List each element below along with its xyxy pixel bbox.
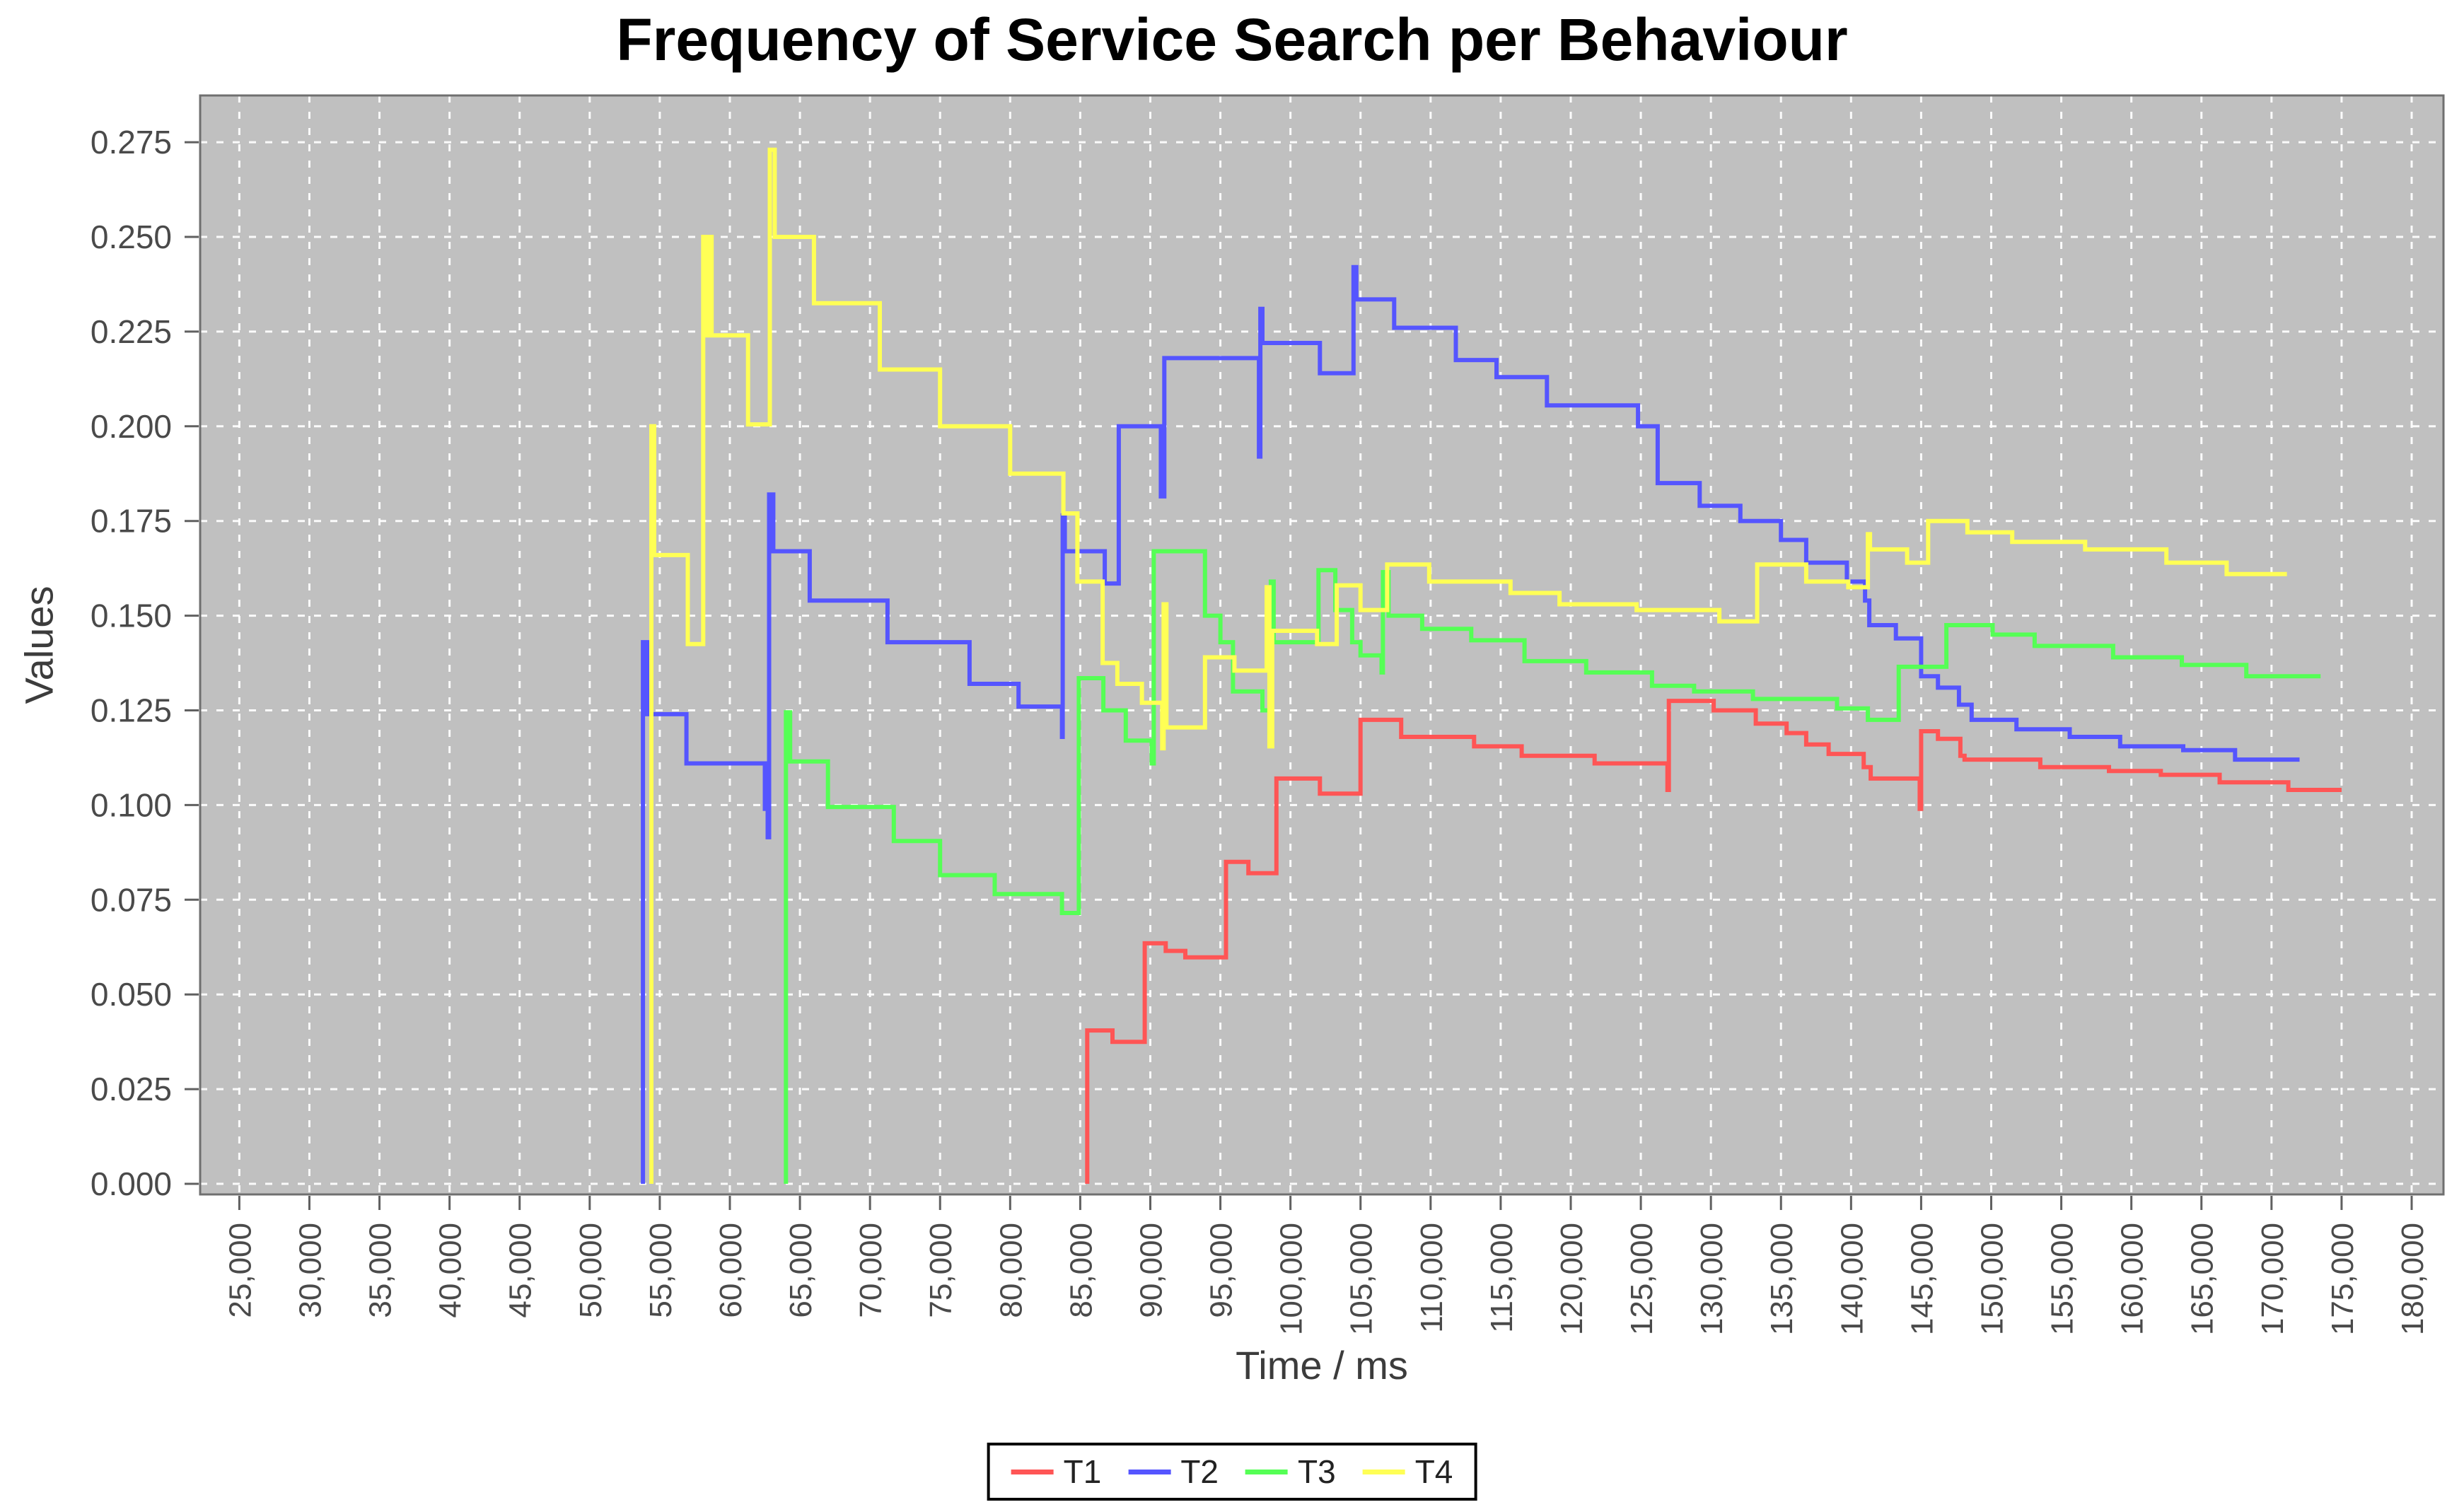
chart-title: Frequency of Service Search per Behaviou… xyxy=(616,6,1848,73)
x-tick-label: 75,000 xyxy=(924,1223,958,1318)
y-tick-label: 0.100 xyxy=(91,786,172,823)
legend-swatch-t4 xyxy=(1362,1469,1405,1474)
legend-swatch-t2 xyxy=(1128,1469,1171,1474)
x-tick-label: 145,000 xyxy=(1905,1223,1939,1335)
y-tick-label: 0.175 xyxy=(91,503,172,540)
x-tick-label: 105,000 xyxy=(1344,1223,1379,1335)
y-axis-ticks: 0.000 0.025 0.050 0.075 0.100 0.125 0.150 0.175… xyxy=(91,124,199,1202)
x-tick-label: 155,000 xyxy=(2045,1223,2080,1335)
series-t2 xyxy=(641,264,2300,1184)
x-tick-label: 115,000 xyxy=(1484,1223,1519,1333)
x-tick-label: 45,000 xyxy=(504,1223,538,1318)
x-tick-label: 80,000 xyxy=(994,1223,1028,1318)
x-axis-title: Time / ms xyxy=(1236,1343,1408,1387)
legend-label-t2: T2 xyxy=(1180,1453,1219,1490)
legend-item-t3: T3 xyxy=(1245,1453,1336,1491)
x-tick-label: 170,000 xyxy=(2255,1223,2290,1335)
y-tick-label: 0.275 xyxy=(91,124,172,161)
legend: T1 T2 T3 T4 xyxy=(987,1443,1477,1501)
legend-item-t2: T2 xyxy=(1128,1453,1219,1491)
x-tick-label: 125,000 xyxy=(1625,1223,1659,1335)
x-tick-label: 180,000 xyxy=(2395,1223,2430,1335)
x-tick-label: 140,000 xyxy=(1835,1223,1869,1335)
legend-item-t4: T4 xyxy=(1362,1453,1453,1491)
x-tick-label: 35,000 xyxy=(364,1223,398,1318)
series-t1 xyxy=(1085,699,2342,1184)
x-tick-label: 70,000 xyxy=(854,1223,888,1318)
x-tick-label: 110,000 xyxy=(1414,1223,1449,1333)
legend-item-t1: T1 xyxy=(1011,1453,1102,1491)
y-tick-label: 0.075 xyxy=(91,881,172,918)
y-tick-label: 0.050 xyxy=(91,976,172,1013)
legend-swatch-t1 xyxy=(1011,1469,1054,1474)
x-tick-label: 120,000 xyxy=(1554,1223,1589,1335)
x-tick-label: 130,000 xyxy=(1695,1223,1729,1335)
y-tick-label: 0.025 xyxy=(91,1071,172,1107)
x-tick-label: 65,000 xyxy=(784,1223,818,1318)
x-axis-ticks: 25,000 30,000 35,000 40,000 45,000 50,000 55,0… xyxy=(223,1196,2430,1335)
x-tick-label: 60,000 xyxy=(714,1223,748,1318)
x-tick-label: 175,000 xyxy=(2325,1223,2360,1335)
legend-swatch-t3 xyxy=(1245,1469,1288,1474)
legend-label-t3: T3 xyxy=(1298,1453,1336,1490)
gridlines xyxy=(200,95,2443,1194)
x-tick-label: 135,000 xyxy=(1765,1223,1799,1335)
plot-border xyxy=(199,94,2445,1196)
x-tick-label: 160,000 xyxy=(2115,1223,2150,1335)
y-tick-label: 0.200 xyxy=(91,408,172,445)
y-tick-label: 0.150 xyxy=(91,598,172,634)
y-axis-title: Values xyxy=(16,586,62,704)
x-tick-label: 90,000 xyxy=(1134,1223,1168,1318)
x-tick-label: 85,000 xyxy=(1064,1223,1098,1318)
legend-label-t4: T4 xyxy=(1414,1453,1453,1490)
x-tick-label: 55,000 xyxy=(644,1223,678,1318)
y-tick-label: 0.125 xyxy=(91,692,172,729)
x-tick-label: 100,000 xyxy=(1274,1223,1309,1335)
x-tick-label: 40,000 xyxy=(434,1223,468,1318)
x-tick-label: 30,000 xyxy=(293,1223,327,1318)
y-tick-label: 0.000 xyxy=(91,1165,172,1202)
series-t4 xyxy=(649,147,2287,1184)
y-tick-label: 0.225 xyxy=(91,313,172,350)
x-tick-label: 95,000 xyxy=(1204,1223,1239,1318)
x-tick-label: 165,000 xyxy=(2185,1223,2220,1335)
x-tick-label: 25,000 xyxy=(223,1223,257,1318)
y-tick-label: 0.250 xyxy=(91,219,172,255)
x-tick-label: 50,000 xyxy=(574,1223,608,1318)
legend-label-t1: T1 xyxy=(1063,1453,1102,1490)
series-t3 xyxy=(784,549,2321,1184)
x-tick-label: 150,000 xyxy=(1975,1223,2009,1335)
